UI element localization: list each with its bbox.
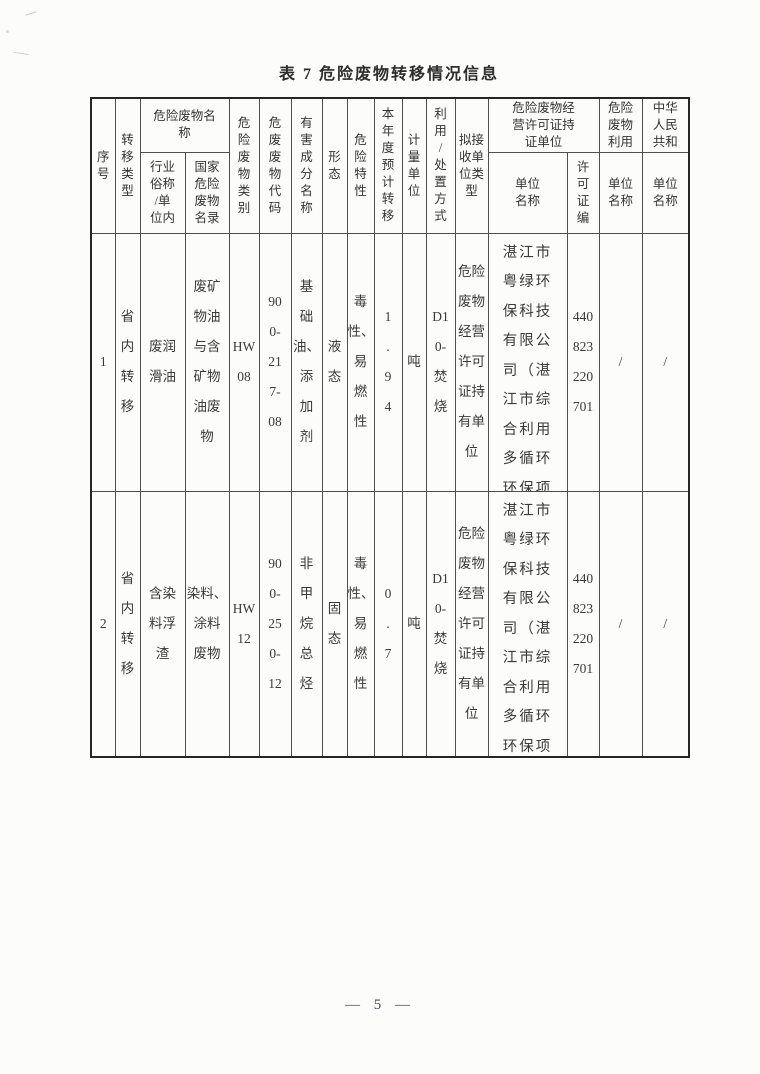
header-waste-use-group: 危险 废物 利用 xyxy=(598,97,643,153)
header-physical-form: 形 态 xyxy=(321,97,348,234)
cell-receiving-unit-type: 危险 废物 经营 许可 证持 有单 位 xyxy=(454,490,489,757)
header-transfer-type: 转 移 类 型 xyxy=(114,97,141,234)
cell-hazard-characteristics: 毒 性、 易 燃 性 xyxy=(346,232,375,492)
licensed-unit-name-text: 湛江市 粤绿环 保科技 有限公 司（湛 江市综 合利用 多循环 环保项 xyxy=(502,244,553,491)
licensed-unit-name-text: 湛江市 粤绿环 保科技 有限公 司（湛 江市综 合利用 多循环 环保项 xyxy=(502,502,553,755)
header-national-catalog: 国家 危险 废物 名录 xyxy=(184,151,230,234)
header-hazard-characteristics: 危 险 特 性 xyxy=(346,97,375,234)
cell-transfer-type: 省 内 转 移 xyxy=(114,490,141,757)
cell-industry-common-name: 含染 料浮 渣 xyxy=(139,490,186,757)
header-license-number: 许 可 证 编 xyxy=(566,151,600,234)
header-receiving-unit-type: 拟接 收单 位类 型 xyxy=(454,97,489,234)
cell-physical-form: 液 态 xyxy=(321,232,348,492)
cell-national-catalog: 染料、 涂料 废物 xyxy=(184,490,230,757)
header-licensed-unit-name: 单位 名称 xyxy=(487,151,568,234)
cell-waste-use-unit-name: / xyxy=(598,490,643,757)
scan-artifact xyxy=(25,11,38,21)
hazardous-waste-transfer-table: 序 号 转 移 类 型 危险废物名 称 危 险 废 物 类 别 危 废 废 物 … xyxy=(90,97,691,758)
cell-waste-use-unit-name: / xyxy=(598,232,643,492)
cell-waste-category: HW 08 xyxy=(228,232,260,492)
cell-prc-unit-name: / xyxy=(641,490,690,757)
table-title: 表 7 危险废物转移情况信息 xyxy=(278,66,499,83)
cell-disposal-method: D1 0- 焚 烧 xyxy=(425,490,456,757)
header-waste-code: 危 废 废 物 代 码 xyxy=(258,97,292,234)
header-harmful-components: 有 害 成 分 名 称 xyxy=(290,97,323,234)
cell-transfer-type: 省 内 转 移 xyxy=(114,232,141,492)
cell-licensed-unit-name: 湛江市 粤绿环 保科技 有限公 司（湛 江市综 合利用 多循环 环保项 xyxy=(487,232,568,492)
cell-national-catalog: 废矿 物油 与含 矿物 油废 物 xyxy=(184,232,230,492)
cell-measure-unit: 吨 xyxy=(401,490,427,757)
cell-waste-code: 90 0- 25 0- 12 xyxy=(258,490,292,757)
header-annual-planned-transfer: 本 年 度 预 计 转 移 xyxy=(373,97,403,234)
scan-artifact xyxy=(6,30,9,33)
cell-physical-form: 固 态 xyxy=(321,490,348,757)
header-licensed-unit-group: 危险废物经 营许可证持 证单位 xyxy=(487,97,600,153)
header-disposal-method: 利 用 / 处 置 方 式 xyxy=(425,97,456,234)
header-prc-group: 中华 人民 共和 xyxy=(641,97,690,153)
cell-license-number: 440 823 220 701 xyxy=(566,490,600,757)
header-industry-common-name: 行业 俗称 /单 位内 xyxy=(139,151,186,234)
cell-industry-common-name: 废润 滑油 xyxy=(139,232,186,492)
cell-hazard-characteristics: 毒 性、 易 燃 性 xyxy=(346,490,375,757)
cell-harmful-components: 基 础 油、 添 加 剂 xyxy=(290,232,323,492)
cell-licensed-unit-name: 湛江市 粤绿环 保科技 有限公 司（湛 江市综 合利用 多循环 环保项 xyxy=(487,490,568,757)
cell-serial: 1 xyxy=(90,232,116,492)
cell-serial: 2 xyxy=(90,490,116,757)
header-waste-name-group: 危险废物名 称 xyxy=(139,97,230,153)
header-waste-use-unit-name: 单位 名称 xyxy=(598,151,643,234)
header-waste-category: 危 险 废 物 类 别 xyxy=(228,97,260,234)
cell-annual-planned-transfer: 0 . 7 xyxy=(373,490,403,757)
scan-artifact xyxy=(13,47,30,56)
cell-measure-unit: 吨 xyxy=(401,232,427,492)
header-measure-unit: 计 量 单 位 xyxy=(401,97,427,234)
cell-waste-category: HW 12 xyxy=(228,490,260,757)
cell-license-number: 440 823 220 701 xyxy=(566,232,600,492)
cell-harmful-components: 非 甲 烷 总 烃 xyxy=(290,490,323,757)
cell-receiving-unit-type: 危险 废物 经营 许可 证持 有单 位 xyxy=(454,232,489,492)
header-prc-unit-name: 单位 名称 xyxy=(641,151,690,234)
cell-annual-planned-transfer: 1 . 9 4 xyxy=(373,232,403,492)
cell-waste-code: 90 0- 21 7- 08 xyxy=(258,232,292,492)
page-number: — 5 — xyxy=(345,997,415,1013)
cell-disposal-method: D1 0- 焚 烧 xyxy=(425,232,456,492)
cell-prc-unit-name: / xyxy=(641,232,690,492)
header-serial-number: 序 号 xyxy=(90,97,116,234)
